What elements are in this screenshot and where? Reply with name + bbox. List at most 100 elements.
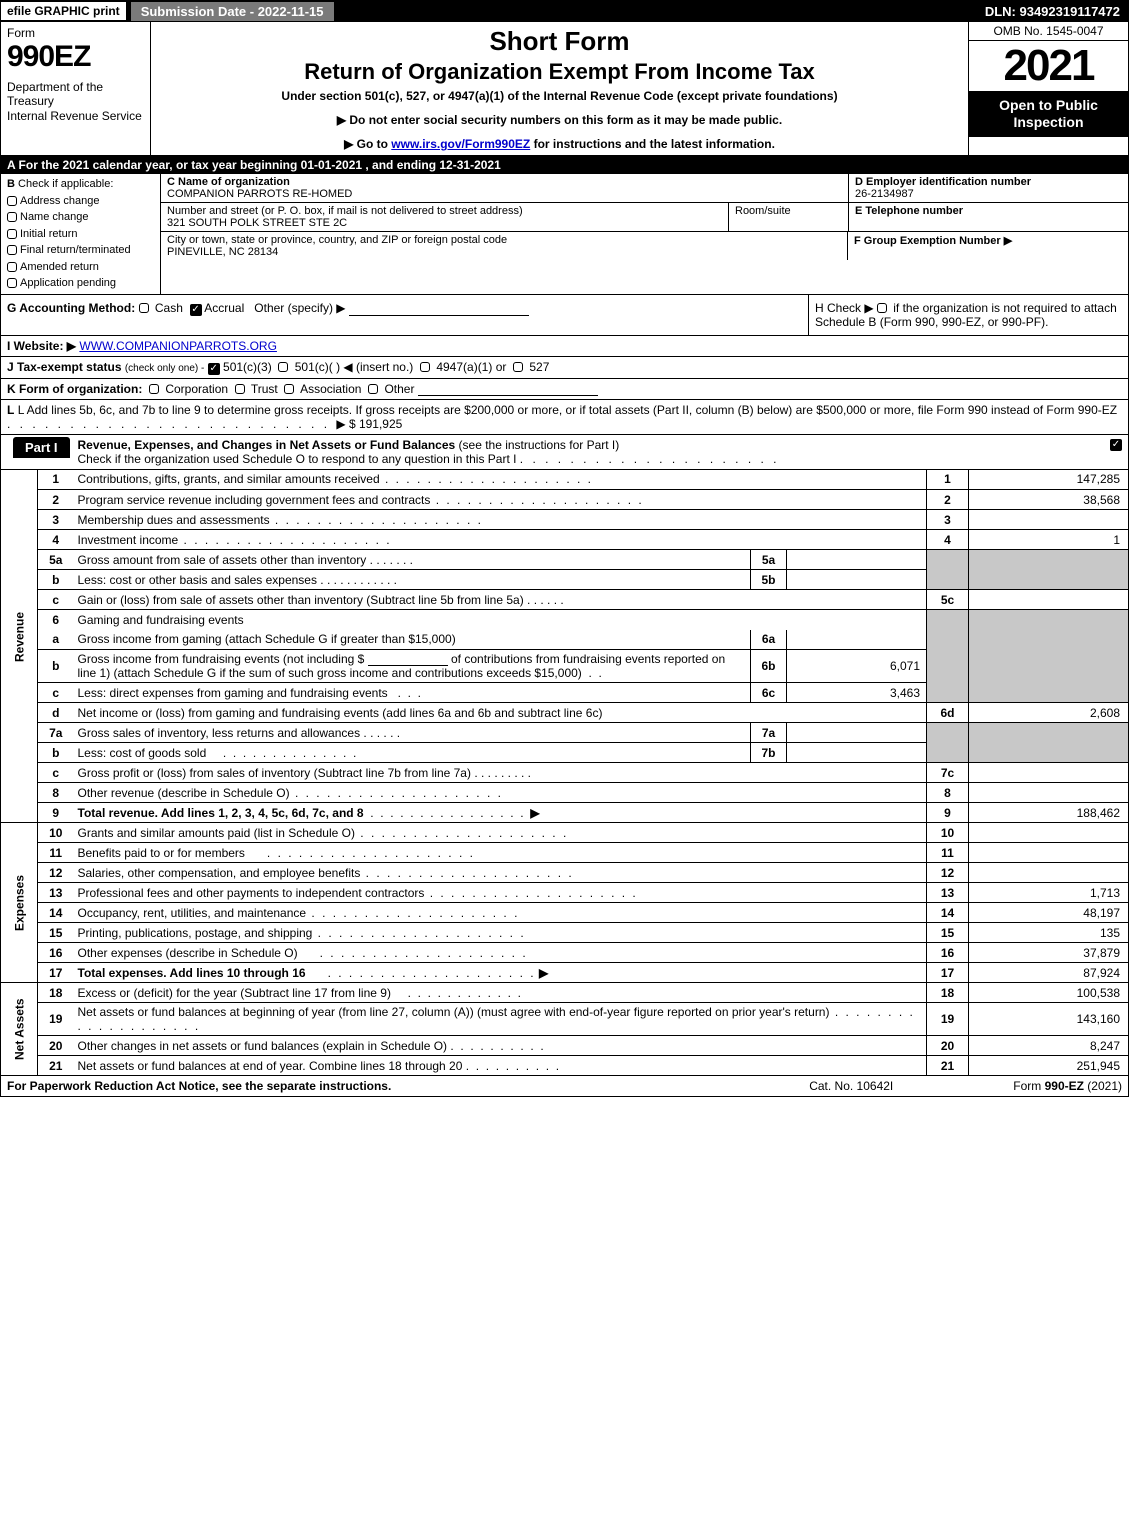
checkbox-cash[interactable] [139,303,149,313]
line-2: 2 Program service revenue including gove… [1,490,1129,510]
section-b: B Check if applicable: Address change Na… [1,174,161,294]
g-other-input[interactable] [349,304,529,316]
l6-shaded-val [969,610,1129,703]
l4-col: 4 [927,530,969,550]
checkbox-assoc[interactable] [284,384,294,394]
l20-desc: Other changes in net assets or fund bala… [78,1039,448,1053]
website-link[interactable]: WWW.COMPANIONPARROTS.ORG [79,339,277,353]
l13-col: 13 [927,883,969,903]
checkbox-address-change[interactable] [7,196,17,206]
j-opt1: 501(c)(3) [223,360,272,374]
l7b-num: b [38,743,74,763]
checkbox-4947[interactable] [420,362,430,372]
l4-val: 1 [969,530,1129,550]
part1-check-text: Check if the organization used Schedule … [78,452,517,466]
cell-address: Number and street (or P. O. box, if mail… [161,203,728,231]
line-7a: 7a Gross sales of inventory, less return… [1,723,1129,743]
k-other-input[interactable] [418,384,598,396]
line-7c: c Gross profit or (loss) from sales of i… [1,763,1129,783]
checkbox-amended-return[interactable] [7,262,17,272]
section-g: G Accounting Method: Cash ✓ Accrual Othe… [1,295,808,335]
l7b-desc: Less: cost of goods sold [78,746,207,760]
l-amount: ▶ $ 191,925 [336,417,402,431]
b-check-label: Check if applicable: [18,178,113,190]
cat-no: Cat. No. 10642I [809,1079,893,1093]
f-arrow-icon: ▶ [1004,235,1012,247]
l2-col: 2 [927,490,969,510]
checkbox-corp[interactable] [149,384,159,394]
ein-value: 26-2134987 [855,188,1122,200]
section-l: L L Add lines 5b, 6c, and 7b to line 9 t… [0,400,1129,435]
l14-num: 14 [38,903,74,923]
l9-val: 188,462 [969,803,1129,823]
l8-desc: Other revenue (describe in Schedule O) [78,786,290,800]
j-label: J Tax-exempt status [7,360,122,374]
line-15: 15 Printing, publications, postage, and … [1,923,1129,943]
l21-num: 21 [38,1056,74,1076]
line-12: 12 Salaries, other compensation, and emp… [1,863,1129,883]
cell-c: C Name of organization COMPANION PARROTS… [161,174,848,202]
l18-val: 100,538 [969,983,1129,1003]
form-ref: Form 990-EZ (2021) [1013,1079,1122,1093]
omb-number: OMB No. 1545-0047 [969,22,1128,41]
line-1: Revenue 1 Contributions, gifts, grants, … [1,470,1129,490]
h-text1: H Check ▶ [815,301,874,315]
checkbox-trust[interactable] [235,384,245,394]
l6b-blank[interactable] [368,654,448,666]
l7a-desc: Gross sales of inventory, less returns a… [78,726,361,740]
cell-room: Room/suite [728,203,848,231]
l13-desc: Professional fees and other payments to … [78,886,425,900]
city-value: PINEVILLE, NC 28134 [167,246,841,258]
header-right: OMB No. 1545-0047 2021 Open to Public In… [968,22,1128,155]
l5b-subval [787,570,927,590]
checkbox-application-pending[interactable] [7,278,17,288]
l6d-val: 2,608 [969,703,1129,723]
l8-val [969,783,1129,803]
form-header: Form 990EZ Department of the Treasury In… [0,22,1129,156]
l12-desc: Salaries, other compensation, and employ… [78,866,361,880]
checkbox-final-return[interactable] [7,245,17,255]
line-6d: d Net income or (loss) from gaming and f… [1,703,1129,723]
cell-d: D Employer identification number 26-2134… [848,174,1128,202]
l1-col: 1 [927,470,969,490]
l17-val: 87,924 [969,963,1129,983]
irs-link[interactable]: www.irs.gov/Form990EZ [391,137,530,151]
line-5c: c Gain or (loss) from sale of assets oth… [1,590,1129,610]
checkbox-initial-return[interactable] [7,229,17,239]
checkbox-501c[interactable] [278,362,288,372]
checkbox-other-org[interactable] [368,384,378,394]
l12-val [969,863,1129,883]
l2-desc: Program service revenue including govern… [78,493,431,507]
part1-title: Revenue, Expenses, and Changes in Net As… [70,435,1104,469]
section-i: I Website: ▶ WWW.COMPANIONPARROTS.ORG [0,336,1129,357]
org-name: COMPANION PARROTS RE-HOMED [167,188,842,200]
checkbox-527[interactable] [513,362,523,372]
l11-val [969,843,1129,863]
note2-suffix: for instructions and the latest informat… [530,137,775,151]
efile-label: efile GRAPHIC print [1,2,126,20]
l9-col: 9 [927,803,969,823]
col-cdef: C Name of organization COMPANION PARROTS… [161,174,1128,294]
line-4: 4 Investment income 4 1 [1,530,1129,550]
f-label: F Group Exemption Number [854,235,1001,247]
l5c-col: 5c [927,590,969,610]
short-form-title: Short Form [159,26,960,57]
l21-desc: Net assets or fund balances at end of ye… [78,1059,463,1073]
l19-col: 19 [927,1003,969,1036]
line-8: 8 Other revenue (describe in Schedule O)… [1,783,1129,803]
line-16: 16 Other expenses (describe in Schedule … [1,943,1129,963]
part1-check: ✓ [1104,435,1128,454]
part1-title-bold: Revenue, Expenses, and Changes in Net As… [78,438,456,452]
checkbox-h[interactable] [877,303,887,313]
l1-val: 147,285 [969,470,1129,490]
d-label: D Employer identification number [855,176,1122,188]
tax-year: 2021 [969,41,1128,91]
submission-date: Submission Date - 2022-11-15 [130,1,335,22]
l6-shaded [927,610,969,703]
l1-desc: Contributions, gifts, grants, and simila… [78,472,380,486]
rev-side-bottom [1,803,38,823]
l19-desc: Net assets or fund balances at beginning… [78,1005,830,1019]
checkbox-name-change[interactable] [7,212,17,222]
l7a-sub: 7a [751,723,787,743]
l6b-desc1: Gross income from fundraising events (no… [78,652,365,666]
